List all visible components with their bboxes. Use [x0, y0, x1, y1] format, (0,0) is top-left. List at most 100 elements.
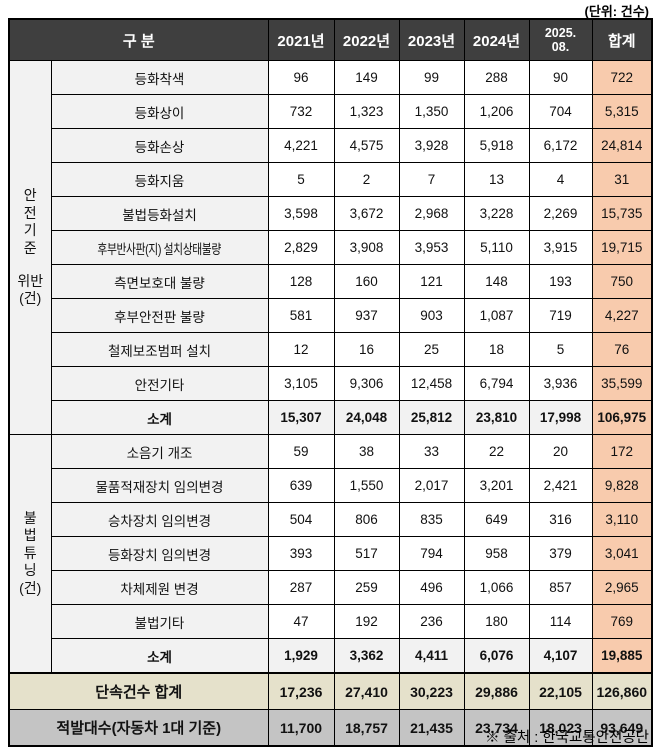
value-cell: 3,953 — [398, 230, 465, 265]
value-cell: 7 — [398, 162, 465, 197]
table-row: 안 전 기 준 위반 (건) 등화착색 96 149 99 288 90 722 — [8, 60, 653, 435]
source-label: ※ 출처 : 한국교통안전공단 — [484, 730, 649, 746]
summary-row-label: 단속건수 합계 — [8, 672, 269, 710]
value-cell: 22 — [463, 434, 530, 469]
header-year-2024: 2024년 — [463, 18, 530, 61]
value-cell: 259 — [333, 570, 400, 605]
group-label-line: (건) — [19, 290, 42, 307]
table-row: 후부안전판 불량 581 937 903 1,087 719 4,227 — [9, 298, 653, 333]
unit-label: (단위: 건수) — [584, 4, 649, 19]
group-label-line: 불 — [23, 509, 37, 526]
value-cell: 1,929 — [267, 638, 335, 674]
value-cell: 379 — [528, 536, 593, 571]
value-cell: 704 — [528, 94, 593, 129]
value-cell: 5 — [528, 332, 593, 367]
row-label: 등화착색 — [50, 60, 269, 95]
value-cell: 2,829 — [267, 230, 335, 265]
value-cell: 794 — [398, 536, 465, 571]
value-cell: 12,458 — [398, 366, 465, 401]
value-cell: 33 — [398, 434, 465, 469]
value-cell: 3,105 — [267, 366, 335, 401]
group-label-line: (건) — [19, 579, 42, 596]
total-cell: 2,965 — [591, 570, 653, 605]
summary-total-cell: 126,860 — [591, 672, 653, 710]
summary-value-cell: 11,700 — [267, 709, 335, 747]
value-cell: 59 — [267, 434, 335, 469]
value-cell: 6,794 — [463, 366, 530, 401]
value-cell: 18 — [463, 332, 530, 367]
group-label-line: 전 — [23, 204, 37, 221]
summary-value-cell: 17,236 — [267, 672, 335, 710]
value-cell: 4,575 — [333, 128, 400, 163]
row-label: 등화손상 — [50, 128, 269, 163]
value-cell: 90 — [528, 60, 593, 95]
row-label: 소음기 개조 — [50, 434, 269, 469]
value-cell: 3,672 — [333, 196, 400, 231]
header-year-2025-08: 2025. 08. — [528, 18, 593, 61]
value-cell: 1,323 — [333, 94, 400, 129]
group-label-line — [10, 257, 50, 272]
value-cell: 3,928 — [398, 128, 465, 163]
row-label: 측면보호대 불량 — [50, 264, 269, 299]
row-label-text: 후부반사판(지) 설치상태불량 — [97, 241, 222, 257]
table-row: 불 법 튜 닝 (건) 소음기 개조 59 38 33 22 20 172 — [8, 434, 653, 674]
value-cell: 160 — [333, 264, 400, 299]
summary-value-cell: 27,410 — [333, 672, 400, 710]
total-cell: 35,599 — [591, 366, 653, 401]
group-label-line: 위반 — [17, 272, 44, 289]
row-label: 등화지움 — [50, 162, 269, 197]
summary-total-cell: 93,649 — [591, 709, 653, 747]
group-label-line: 법 — [23, 527, 37, 544]
total-cell: 15,735 — [591, 196, 653, 231]
value-cell: 96 — [267, 60, 335, 95]
value-cell: 24,048 — [333, 400, 400, 435]
table-row: 등화상이 732 1,323 1,350 1,206 704 5,315 — [9, 94, 653, 129]
value-cell: 288 — [463, 60, 530, 95]
value-cell: 732 — [267, 94, 335, 129]
value-cell: 2 — [333, 162, 400, 197]
value-cell: 806 — [333, 502, 400, 537]
value-cell: 25,812 — [398, 400, 465, 435]
value-cell: 649 — [463, 502, 530, 537]
value-cell: 5 — [267, 162, 335, 197]
value-cell: 937 — [333, 298, 400, 333]
group-label-line: 준 — [23, 239, 37, 256]
header-row: 구 분 2021년 2022년 2023년 2024년 2025. 08. 합계 — [8, 18, 653, 61]
value-cell: 1,550 — [333, 468, 400, 503]
value-cell: 3,915 — [528, 230, 593, 265]
value-cell: 2,421 — [528, 468, 593, 503]
header-category: 구 분 — [8, 18, 269, 61]
value-cell: 517 — [333, 536, 400, 571]
row-label: 승차장치 임의변경 — [50, 502, 269, 537]
value-cell: 6,172 — [528, 128, 593, 163]
summary-value-cell: 22,105 — [528, 672, 593, 710]
value-cell: 99 — [398, 60, 465, 95]
row-label: 물품적재장치 임의변경 — [50, 468, 269, 503]
table-row: 등화지움 5 2 7 13 4 31 — [9, 162, 653, 197]
summary-value-cell: 30,223 — [398, 672, 465, 710]
table-row: 철제보조범퍼 설치 12 16 25 18 5 76 — [9, 332, 653, 367]
total-cell: 106,975 — [591, 400, 653, 435]
total-cell: 24,814 — [591, 128, 653, 163]
row-label: 불법기타 — [50, 604, 269, 639]
summary-row: 적발대수(자동차 1대 기준) 11,700 18,757 21,435 23,734 1… — [8, 709, 653, 747]
value-cell: 5,918 — [463, 128, 530, 163]
group-label: 안 전 기 준 위반 (건) — [8, 60, 52, 435]
row-label: 차체제원 변경 — [50, 570, 269, 605]
table-row: 승차장치 임의변경 504 806 835 649 316 3,110 — [9, 502, 653, 537]
value-cell: 15,307 — [267, 400, 335, 435]
value-cell: 393 — [267, 536, 335, 571]
value-cell: 3,908 — [333, 230, 400, 265]
value-cell: 6,076 — [463, 638, 530, 674]
value-cell: 121 — [398, 264, 465, 299]
value-cell: 4,107 — [528, 638, 593, 674]
value-cell: 17,998 — [528, 400, 593, 435]
total-cell: 769 — [591, 604, 653, 639]
table-row: 불법기타 47 192 236 180 114 769 — [9, 604, 653, 639]
value-cell: 581 — [267, 298, 335, 333]
header-year-2023: 2023년 — [398, 18, 465, 61]
summary-value-cell: 18,757 — [333, 709, 400, 747]
total-cell: 172 — [591, 434, 653, 469]
value-cell: 903 — [398, 298, 465, 333]
value-cell: 3,936 — [528, 366, 593, 401]
